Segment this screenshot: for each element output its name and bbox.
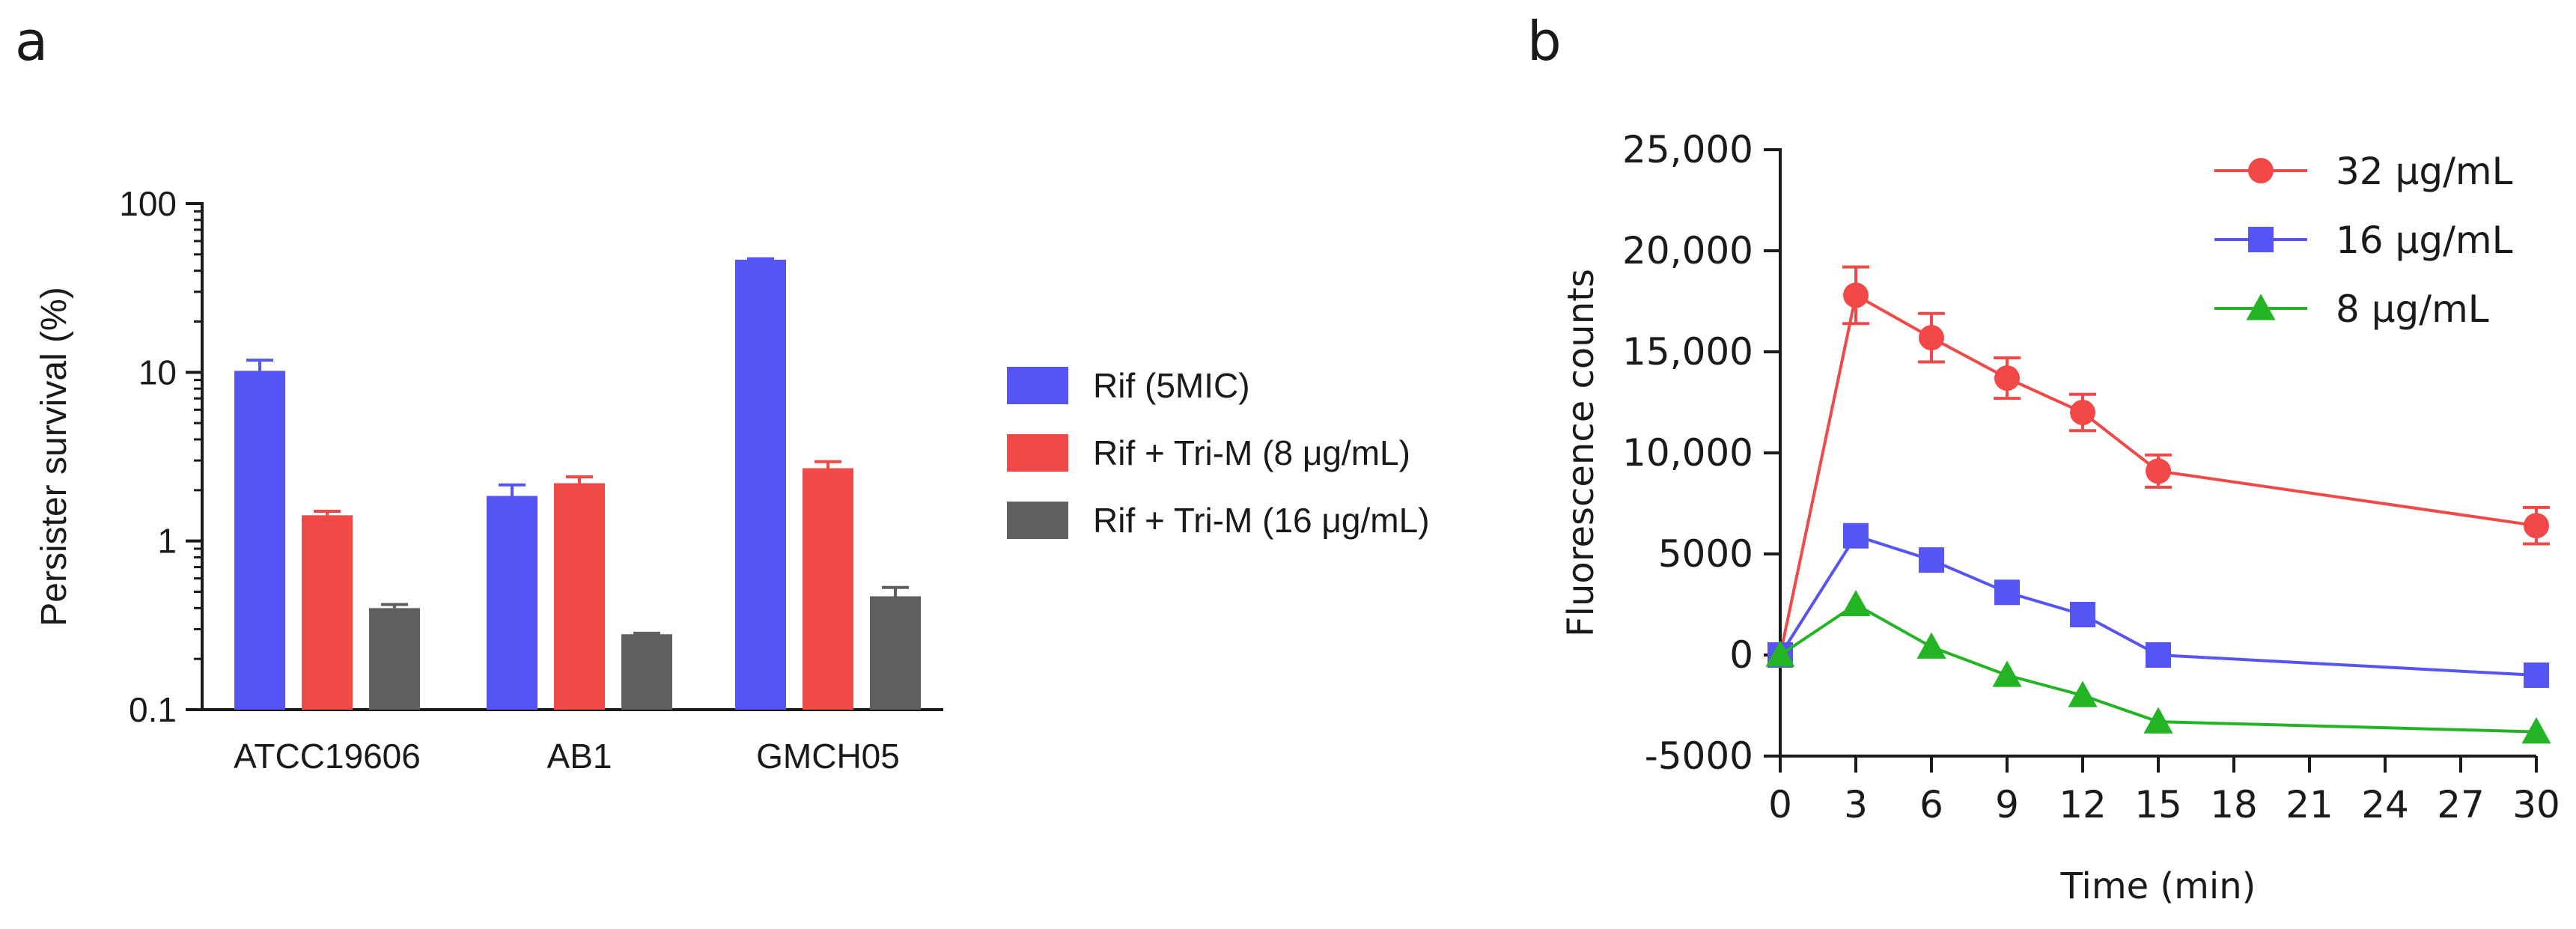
panel-b-point: [1919, 547, 1944, 573]
panel-b-point: [1841, 589, 1871, 617]
panel-b-x-tick-label: 3: [1844, 783, 1868, 826]
panel-b-point: [2524, 663, 2549, 688]
panel-b-point: [2143, 707, 2173, 734]
panel-a-y-tick-label: 0.1: [129, 690, 177, 729]
panel-b-series: [1765, 265, 2551, 744]
panel-a-category-label: AB1: [547, 737, 612, 776]
panel-b-y-ticks: -5000 0 5000 10,000 15,000 20,000 25,000: [1622, 128, 1780, 778]
panel-a-bar: [803, 468, 853, 710]
panel-b-point: [2146, 458, 2171, 484]
panel-b-x-ticks: 0 3 6 9 12 15 18 21 24 27 30: [1768, 756, 2560, 826]
panel-b-point: [1994, 579, 2020, 606]
panel-a-legend-label: Rif (5MIC): [1093, 366, 1250, 405]
panel-b-legend-label: 16 μg/mL: [2336, 219, 2513, 262]
panel-b-x-tick-label: 24: [2361, 783, 2409, 826]
panel-b-y-tick-label: -5000: [1645, 734, 1753, 778]
panel-b-series-2: [1765, 589, 2551, 744]
panel-a-bar: [735, 259, 786, 710]
panel-b-point: [1919, 325, 1944, 351]
panel-a-y-tick-label: 10: [138, 353, 177, 392]
panel-b-x-tick-label: 15: [2134, 783, 2182, 826]
panel-b-x-tick-label: 21: [2286, 783, 2333, 826]
panel-b-label: b: [1527, 10, 1562, 73]
panel-a-category-labels: ATCC19606 AB1 GMCH05: [234, 737, 900, 776]
panel-b-point: [1843, 282, 1869, 308]
panel-b-x-tick-label: 27: [2437, 783, 2485, 826]
panel-a-bar: [369, 608, 420, 710]
panel-b-y-tick-label: 0: [1729, 633, 1753, 677]
panel-a-category-label: GMCH05: [756, 737, 900, 776]
panel-b-point: [1765, 640, 1795, 667]
panel-a-bar: [870, 596, 921, 710]
panel-a-y-axis-title: Persister survival (%): [34, 287, 74, 626]
panel-b-point: [2248, 158, 2274, 183]
panel-a-legend-swatch: [1007, 502, 1068, 539]
panel-b-point: [2521, 717, 2551, 744]
panel-a-bar: [302, 515, 353, 710]
panel-b-point: [2248, 227, 2274, 252]
panel-b-x-axis-title: Time (min): [2060, 865, 2256, 907]
panel-a-y-tick-label: 1: [157, 522, 177, 561]
panel-a-legend-label: Rif + Tri-M (8 μg/mL): [1093, 433, 1410, 472]
panel-a-legend-swatch: [1007, 367, 1068, 404]
panel-b-x-tick-label: 30: [2512, 783, 2560, 826]
panel-b-point: [1843, 523, 1869, 549]
panel-a-bars: [234, 257, 921, 710]
panel-a-label: a: [15, 10, 48, 73]
panel-a-bar: [621, 634, 672, 710]
panel-b-point: [2070, 602, 2095, 627]
panel-b-point: [2070, 400, 2095, 425]
panel-b-y-tick-label: 15,000: [1622, 330, 1753, 374]
panel-b-point: [2524, 513, 2549, 539]
panel-a-legend-label: Rif + Tri-M (16 μg/mL): [1093, 501, 1430, 540]
panel-b-legend: 32 μg/mL 16 μg/mL 8 μg/mL: [2214, 150, 2513, 331]
panel-a-bar: [487, 496, 538, 710]
panel-b-x-tick-label: 9: [1995, 783, 2019, 826]
panel-b-y-tick-label: 10,000: [1622, 431, 1753, 475]
panel-b-point: [2246, 293, 2276, 320]
panel-a-chart: 0.1 1 10 100 ATCC19606 AB1 GMCH05 Persister s…: [34, 184, 1430, 776]
panel-b-y-axis-title: Fluorescence counts: [1560, 269, 1602, 637]
panel-a-legend: Rif (5MIC) Rif + Tri-M (8 μg/mL) Rif + Tri…: [1007, 366, 1430, 540]
panel-a-y-tick-label: 100: [119, 184, 177, 223]
panel-a-legend-swatch: [1007, 434, 1068, 472]
panel-b-legend-label: 32 μg/mL: [2336, 150, 2513, 193]
panel-b-legend-label: 8 μg/mL: [2336, 287, 2489, 331]
panel-b-point: [1916, 632, 1946, 659]
panel-a-bar: [554, 483, 605, 710]
panel-a-bar: [234, 371, 285, 710]
panel-a-y-ticks: 0.1 1 10 100: [119, 184, 202, 729]
panel-b-y-tick-label: 5000: [1658, 532, 1753, 576]
panel-b-series-1: [1767, 523, 2549, 688]
panel-b-point: [2146, 642, 2171, 668]
panel-b-x-tick-label: 18: [2210, 783, 2258, 826]
panel-b-x-tick-label: 6: [1919, 783, 1943, 826]
panel-b-y-tick-label: 20,000: [1622, 229, 1753, 272]
panel-a-category-label: ATCC19606: [234, 737, 421, 776]
panel-b-point: [2068, 680, 2098, 707]
panel-b-point: [1994, 365, 2020, 392]
panel-b-x-tick-label: 0: [1768, 783, 1792, 826]
panel-b-x-tick-label: 12: [2059, 783, 2107, 826]
panel-b-point: [1992, 660, 2022, 687]
panel-b-y-tick-label: 25,000: [1622, 128, 1753, 171]
